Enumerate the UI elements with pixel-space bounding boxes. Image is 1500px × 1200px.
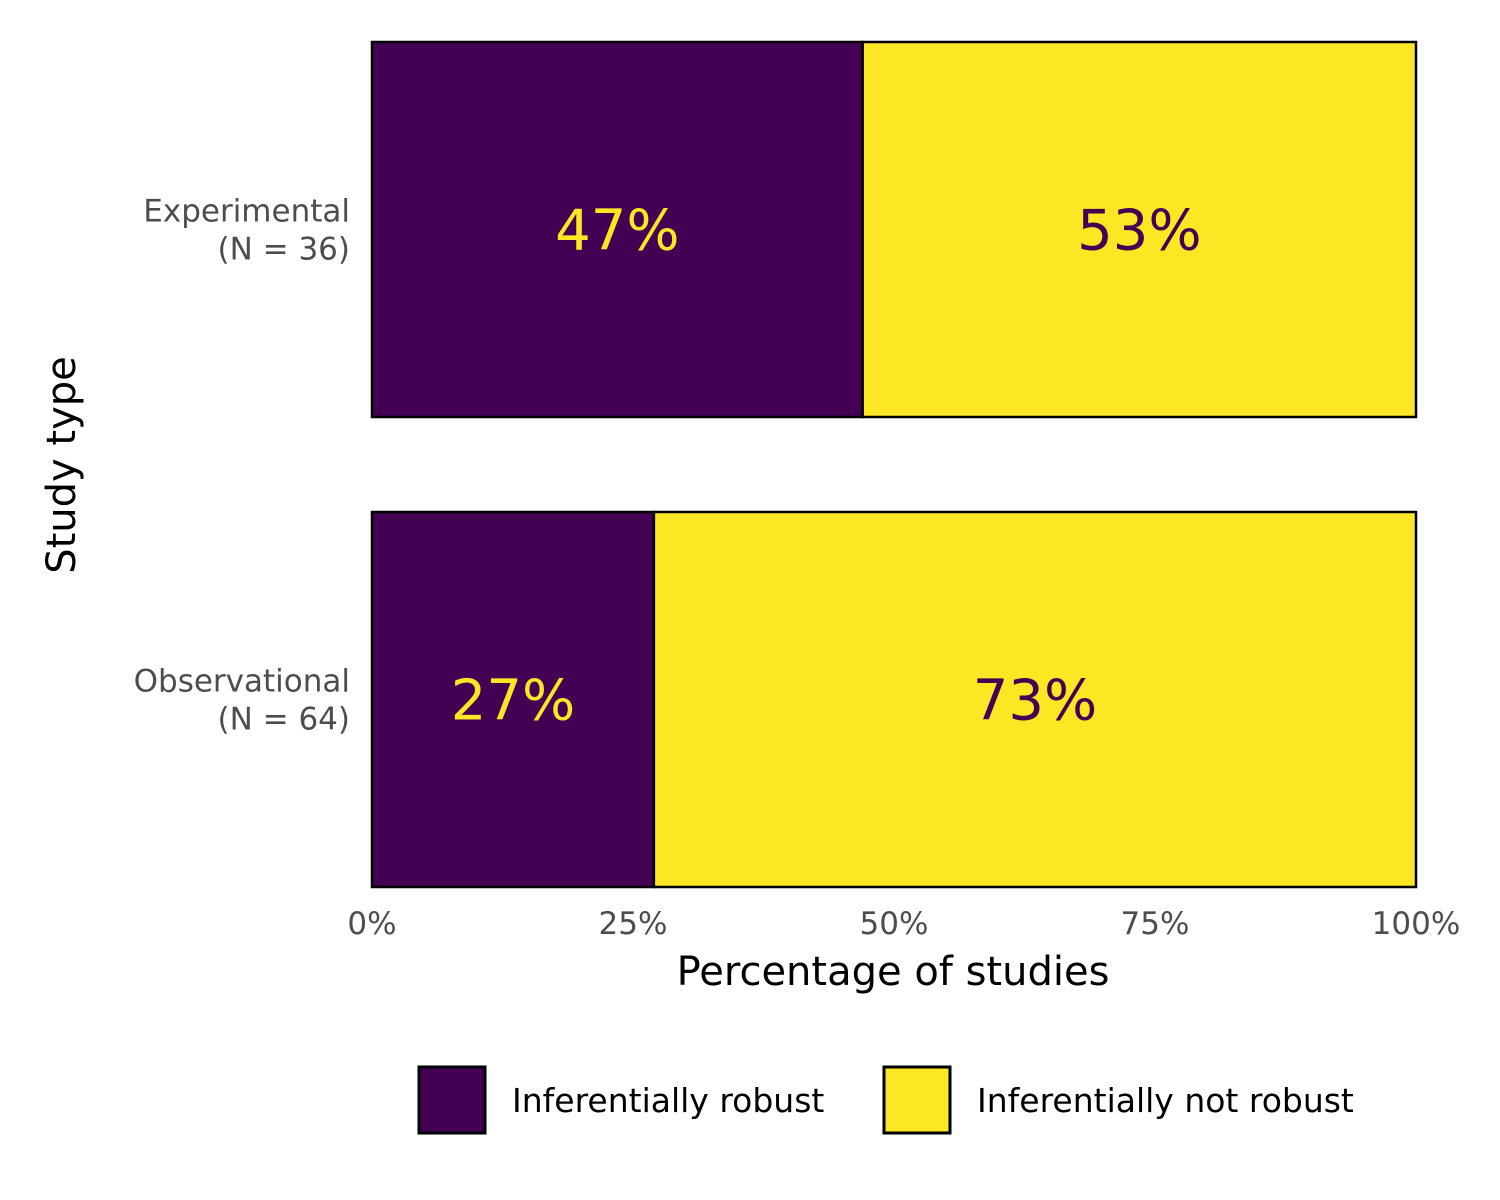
x-tick-label: 75% [1121,906,1190,942]
bar-labels-layer: 47% 53% 27% 73% [451,199,1202,734]
y-axis-title: Study type [39,356,85,574]
x-tick-label: 0% [347,906,396,942]
x-axis-ticks: 0% 25% 50% 75% 100% [347,906,1460,942]
legend-key-robust [417,1065,487,1135]
bar-not-robust-0 [861,40,1418,419]
y-tick-label: Observational (N = 64) [134,664,350,738]
legend-key-not-robust [882,1065,952,1135]
x-tick-label: 50% [860,906,929,942]
x-tick-label: 25% [599,906,668,942]
bar-data-label: 73% [973,669,1097,734]
bar-not-robust-1 [652,510,1418,889]
legend-label: Inferentially not robust [977,1081,1354,1120]
x-axis-title: Percentage of studies [677,949,1110,995]
legend: Inferentially robust Inferentially not ro… [417,1065,1354,1135]
bars-layer [370,40,1418,889]
legend-label: Inferentially robust [512,1081,824,1120]
bar-data-label: 47% [555,199,679,264]
y-axis-ticks: Experimental (N = 36) Observational (N = 64… [134,194,350,738]
bar-data-label: 53% [1077,199,1201,264]
y-tick-label: Experimental (N = 36) [143,194,350,268]
bar-robust-0 [370,40,864,419]
x-tick-label: 100% [1372,906,1461,942]
bar-data-label: 27% [451,669,575,734]
bar-robust-1 [370,510,656,889]
